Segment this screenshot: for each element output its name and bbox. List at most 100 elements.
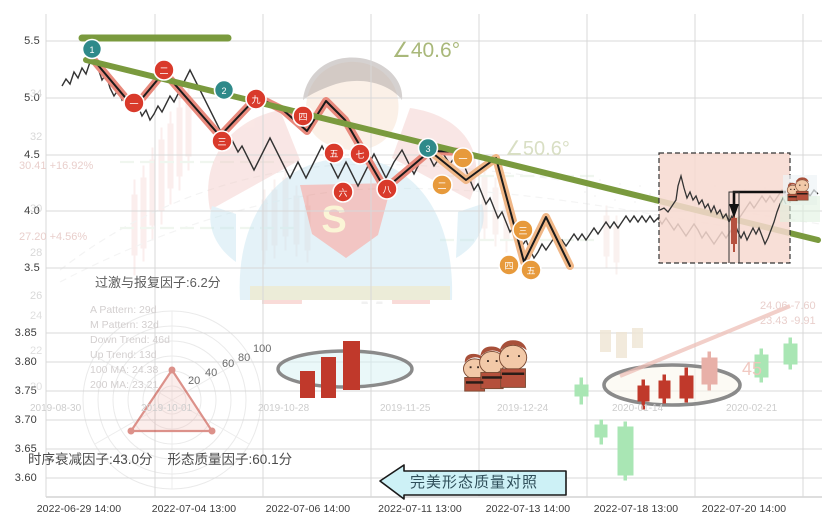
ghost-axis-7: 20 [30,381,43,393]
svg-text:S: S [321,199,346,241]
svg-text:3: 3 [425,144,430,154]
y-tick-lower-4: 3.65 [14,443,37,455]
x-tick-3: 2022-07-11 13:00 [378,503,462,515]
svg-text:四: 四 [504,261,513,271]
y-tick-lower-1: 3.80 [14,356,37,368]
ghost-axis-1: 32 [30,131,43,143]
radar-ring-100: 100 [253,343,272,355]
bg-x-tick-3: 2019-11-25 [380,403,431,414]
upper-grid [46,40,822,269]
inset-arrow-head [729,204,739,218]
legend-item-a-pattern: A Pattern: 29d [90,304,157,316]
vertical-grid [45,14,804,497]
inset-arrow [732,190,786,206]
ghost-axis-4: 26 [30,290,43,302]
factor-timedecay-text: 时序衰减因子:43.0分 [28,452,153,467]
bg-x-tick-0: 2019-08-30 [30,403,82,414]
watermark-price-left-0: 30.41 +16.92% [19,160,94,172]
ghost-axis-6: 22 [30,345,43,357]
callout-perfect-pattern[interactable]: 完美形态质量对照 [376,463,566,499]
pattern-ellipse-right [602,363,742,407]
svg-text:六: 六 [338,187,347,198]
wave-marker-orange-5: 五 [520,259,542,281]
sprite-green-bg [780,196,820,222]
background-mascot-watermark: S M [208,57,484,304]
angle-annotation-secondary: ∠50.6° [505,138,570,160]
bg-x-tick-5: 2020-01-14 [612,403,664,414]
bg-x-tick-2: 2019-10-28 [258,403,310,414]
bg-x-tick-6: 2020-02-21 [726,403,778,414]
bg-x-tick-1: 2019-10-01 [141,403,193,414]
legend-item-up-trend: Up Trend: 13d [90,349,157,361]
wave-markers: 1 2 3 一 二 三 四 [81,38,542,281]
y-tick-upper-0: 5.5 [24,35,40,47]
wave-marker-red-3: 三 [211,130,233,152]
zigzag-black [91,57,467,190]
svg-text:三: 三 [217,137,226,147]
callout-label: 完美形态质量对照 [410,474,539,491]
watermark-price-right-0: 24.06 -7.60 [760,300,816,312]
svg-text:三: 三 [518,226,527,236]
wave-marker-red-4: 四 [292,105,314,127]
highlight-box [658,152,791,264]
svg-text:二: 二 [159,66,168,76]
svg-text:1: 1 [89,45,94,55]
svg-text:五: 五 [329,149,338,159]
y-tick-lower-2: 3.75 [14,385,37,397]
downtrend-line [83,57,821,243]
upper-panel-content [61,34,821,270]
svg-text:一: 一 [129,99,138,109]
ghost-background-chart [59,85,821,283]
svg-text:九: 九 [251,95,260,105]
legend-item-down-trend: Down Trend: 46d [90,334,170,346]
factor-label-overreaction: 过激与报复因子:6.2分 [95,275,221,290]
y-tick-lower-3: 3.70 [14,414,37,426]
inset-price-line [659,173,787,246]
wave-marker-red-5: 五 [323,142,345,164]
wave-marker-teal-3: 3 [417,137,439,159]
wave-marker-orange-2: 二 [431,174,453,196]
svg-text:二: 二 [437,181,446,191]
svg-text:45: 45 [742,359,762,379]
wave-marker-orange-3: 三 [512,219,534,241]
watermark-price-right-1: 23.43 -9.91 [760,315,816,327]
x-tick-1: 2022-07-04 13:00 [151,503,237,515]
pattern-ellipse-left [276,349,414,389]
angle-annotation-primary: ∠40.6° [392,39,461,62]
svg-text:四: 四 [298,112,307,122]
ghost-axis-3: 28 [30,247,43,259]
y-tick-lower-0: 3.85 [14,327,37,339]
wave-marker-red-7: 七 [349,143,371,165]
ghost-axis-5: 24 [30,310,43,322]
watermark-price-left-1: 27.20 +4.56% [19,231,88,243]
radar-ring-20: 20 [188,375,201,387]
wave-marker-teal-1: 1 [81,38,103,60]
zigzag-red-shadow [88,54,470,193]
x-tick-6: 2022-07-20 14:00 [701,503,787,515]
factor-label-timedecay: 时序衰减因子:43.0分 形态质量因子:60.1分 [28,448,292,468]
radar-ring-80: 80 [238,352,251,364]
radar-ring-40: 40 [205,367,218,379]
x-tick-2: 2022-07-06 14:00 [265,503,351,515]
wave-marker-orange-4: 四 [498,254,520,276]
x-tick-5: 2022-07-18 13:00 [593,503,679,515]
sprite-characters-center [463,340,528,392]
sprite-characters-inset [786,177,810,202]
legend-item-m-pattern: M Pattern: 32d [90,319,159,331]
bg-x-tick-4: 2019-12-24 [497,403,549,414]
y-tick-upper-4: 3.5 [24,262,40,274]
x-tick-4: 2022-07-13 14:00 [485,503,571,515]
zigzag-orange-black [429,150,571,267]
y-tick-lower-5: 3.60 [14,472,37,484]
wave-marker-red-2: 二 [153,59,175,81]
y-tick-upper-2: 4.5 [24,149,40,161]
wave-marker-red-6: 六 [332,181,354,203]
svg-text:五: 五 [526,266,535,276]
price-line [61,54,819,260]
wave-marker-red-1: 一 [123,92,145,114]
y-tick-upper-1: 5.0 [24,92,40,104]
legend-item-200-ma: 200 MA: 23.21 [90,379,159,391]
ghost-axis-0: 34 [30,88,43,100]
